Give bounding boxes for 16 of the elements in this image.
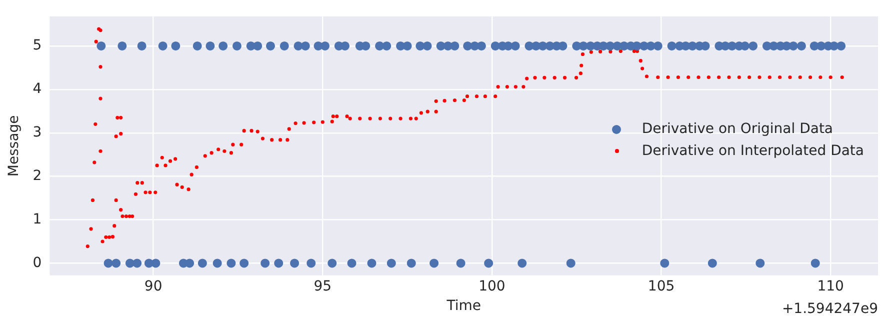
y-axis-title: Message	[6, 115, 22, 177]
x-tick-label: 95	[314, 278, 332, 294]
y-tick-label: 2	[32, 168, 42, 184]
x-axis-title: Time	[446, 298, 481, 314]
y-tick-label: 3	[32, 124, 42, 141]
legend-label: Derivative on Original Data	[642, 120, 834, 139]
text: +1.594247e9	[782, 301, 878, 317]
y-tick-label: 4	[32, 81, 42, 98]
x-tick-label: 100	[478, 278, 506, 294]
legend-label: Derivative on Interpolated Data	[642, 142, 864, 161]
x-tick-label: 90	[144, 278, 162, 294]
x-tick-label: 105	[648, 278, 675, 294]
y-tick-label: 1	[32, 211, 42, 228]
x-tick-label: 110	[817, 278, 844, 294]
y-tick-label: 0	[32, 254, 42, 271]
y-tick-label: 5	[32, 38, 42, 54]
